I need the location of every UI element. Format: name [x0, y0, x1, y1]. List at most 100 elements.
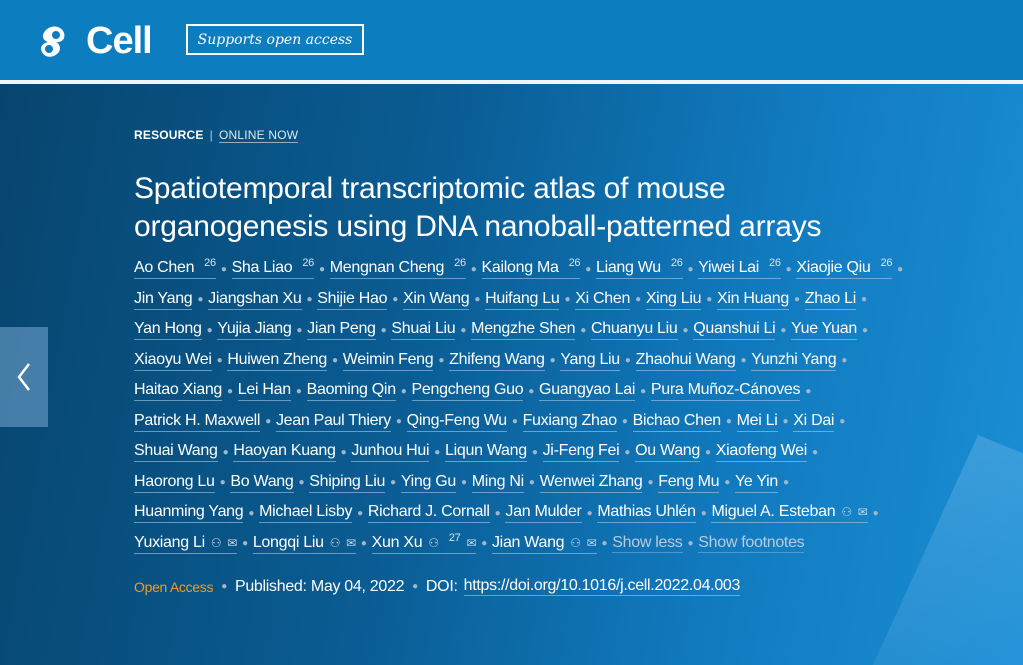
author-link[interactable]: Chuanyu Liu [590, 320, 678, 341]
author-link[interactable]: Shuai Liu [391, 320, 456, 341]
footnote-ref[interactable]: 26 [880, 257, 893, 270]
author-link[interactable]: Ao Chen 26 [134, 257, 216, 280]
author-name: Longqi Liu [252, 533, 324, 551]
author-link[interactable]: Yan Hong [134, 320, 202, 341]
author-name: Xiaojie Qiu [796, 259, 871, 277]
author-link[interactable]: Shiping Liu [309, 473, 385, 493]
author-link[interactable]: Xiaoyu Wei [134, 351, 212, 371]
author-link[interactable]: Xiaojie Qiu 26 [796, 257, 893, 280]
author-link[interactable]: Xin Huang [716, 290, 789, 310]
author-link[interactable]: Jian Wang ⚇ ✉ [491, 534, 597, 554]
author-link[interactable]: Haoyan Kuang [233, 442, 336, 463]
author-link[interactable]: Baoming Qin [306, 381, 396, 402]
author-link[interactable]: Yang Liu [560, 351, 620, 371]
author-link[interactable]: Ying Gu [400, 473, 456, 493]
email-icon[interactable]: ✉ [586, 535, 597, 550]
author-link[interactable]: Weimin Feng [342, 351, 434, 371]
author-link[interactable]: Pura Muñoz-Cánoves [650, 381, 800, 402]
author-link[interactable]: Michael Lisby [259, 503, 352, 524]
author-link[interactable]: Yuxiang Li ⚇ ✉ [134, 534, 237, 554]
author-link[interactable]: Mengnan Cheng 26 [329, 257, 466, 280]
author-link[interactable]: Jin Yang [134, 290, 193, 310]
author-link[interactable]: Richard J. Cornall [367, 503, 490, 524]
author-link[interactable]: Junhou Hui [351, 442, 430, 463]
author-link[interactable]: Huiwen Zheng [227, 351, 327, 371]
separator-dot: ● [360, 538, 367, 550]
author-link[interactable]: Sha Liao 26 [231, 257, 314, 280]
author-link[interactable]: Shijie Hao [317, 290, 388, 310]
author-link[interactable]: Fuxiang Zhao [522, 412, 617, 432]
supports-open-access-badge[interactable]: Supports open access [186, 24, 364, 55]
footnote-ref[interactable]: 26 [769, 257, 781, 270]
separator-dot: ● [511, 416, 518, 428]
author-link[interactable]: Mathias Uhlén [597, 503, 696, 524]
separator-dot: ● [248, 507, 255, 519]
author-link[interactable]: Qing-Feng Wu [406, 412, 507, 432]
show-less-button[interactable]: Show less [612, 534, 683, 554]
author-link[interactable]: Mengzhe Shen [471, 320, 576, 341]
author-link[interactable]: Zhaohui Wang [635, 351, 736, 371]
footnote-ref[interactable]: 27 [448, 531, 461, 544]
footnote-ref[interactable]: 26 [568, 257, 581, 270]
author-link[interactable]: Wenwei Zhang [539, 473, 643, 493]
show-footnotes-button[interactable]: Show footnotes [698, 534, 805, 554]
cell-logo[interactable]: Cell [32, 20, 153, 63]
author-link[interactable]: Zhifeng Wang [449, 351, 545, 371]
email-icon[interactable]: ✉ [466, 535, 477, 550]
author-link[interactable]: Xi Dai [793, 412, 834, 432]
author-link[interactable]: Jan Mulder [505, 503, 582, 524]
author-link[interactable]: Jiangshan Xu [208, 290, 302, 310]
footnote-ref[interactable]: 26 [670, 257, 683, 270]
author-name: Bichao Chen [632, 411, 722, 429]
author-link[interactable]: Shuai Wang [134, 442, 218, 463]
author-link[interactable]: Pengcheng Guo [411, 381, 524, 402]
site-header: Cell Supports open access [0, 0, 1023, 80]
author-link[interactable]: Mei Li [736, 412, 778, 432]
footnote-ref[interactable]: 26 [302, 257, 314, 270]
author-link[interactable]: Jian Peng [307, 320, 376, 341]
author-link[interactable]: Kailong Ma 26 [481, 257, 581, 280]
doi-link[interactable]: https://doi.org/10.1016/j.cell.2022.04.0… [463, 577, 741, 596]
author-link[interactable]: Feng Mu [658, 473, 720, 493]
author-link[interactable]: Liang Wu 26 [595, 257, 683, 280]
author-link[interactable]: Lei Han [237, 381, 291, 402]
author-link[interactable]: Xing Liu [645, 290, 702, 310]
author-link[interactable]: Patrick H. Maxwell [134, 412, 260, 432]
author-link[interactable]: Xiaofeng Wei [715, 442, 807, 463]
author-link[interactable]: Haitao Xiang [134, 381, 222, 402]
author-name: Junhou Hui [351, 442, 430, 460]
email-icon[interactable]: ✉ [857, 505, 868, 520]
author-link[interactable]: Longqi Liu ⚇ ✉ [252, 533, 356, 554]
author-link[interactable]: Huanming Yang [134, 503, 244, 524]
email-icon[interactable]: ✉ [346, 535, 356, 550]
author-link[interactable]: Yunzhi Yang [751, 351, 837, 371]
author-link[interactable]: Xi Chen [575, 290, 630, 310]
separator-dot: ● [635, 294, 641, 306]
author-link[interactable]: Miguel A. Esteban ⚇ ✉ [711, 503, 868, 524]
footnote-ref[interactable]: 26 [204, 257, 216, 270]
author-link[interactable]: Yue Yuan [791, 320, 857, 341]
author-link[interactable]: Huifang Lu [485, 290, 560, 310]
author-link[interactable]: Xun Xu ⚇ 27 ✉ [371, 531, 477, 554]
author-link[interactable]: Ji-Feng Fei [542, 442, 620, 463]
online-now-link[interactable]: ONLINE NOW [218, 128, 299, 143]
author-link[interactable]: Quanshui Li [693, 320, 776, 341]
footnote-ref[interactable]: 26 [454, 257, 466, 270]
author-link[interactable]: Jean Paul Thiery [275, 412, 391, 432]
author-link[interactable]: Liqun Wang [445, 442, 527, 463]
author-link[interactable]: Ming Ni [471, 473, 524, 493]
author-link[interactable]: Haorong Lu [134, 473, 215, 493]
author-link[interactable]: Ou Wang [635, 442, 700, 463]
author-link[interactable]: Yujia Jiang [217, 320, 292, 341]
author-link[interactable]: Guangyao Lai [539, 381, 635, 402]
author-link[interactable]: Zhao Li [804, 290, 856, 310]
author-link[interactable]: Xin Wang [402, 290, 470, 310]
email-icon[interactable]: ✉ [227, 535, 238, 550]
previous-article-button[interactable] [0, 327, 48, 427]
separator-dot: ● [564, 294, 571, 306]
author-link[interactable]: Ye Yin [735, 473, 778, 493]
author-name: Haoyan Kuang [233, 442, 336, 460]
author-link[interactable]: Yiwei Lai 26 [698, 257, 781, 280]
author-link[interactable]: Bichao Chen [632, 411, 722, 432]
author-link[interactable]: Bo Wang [230, 473, 294, 493]
